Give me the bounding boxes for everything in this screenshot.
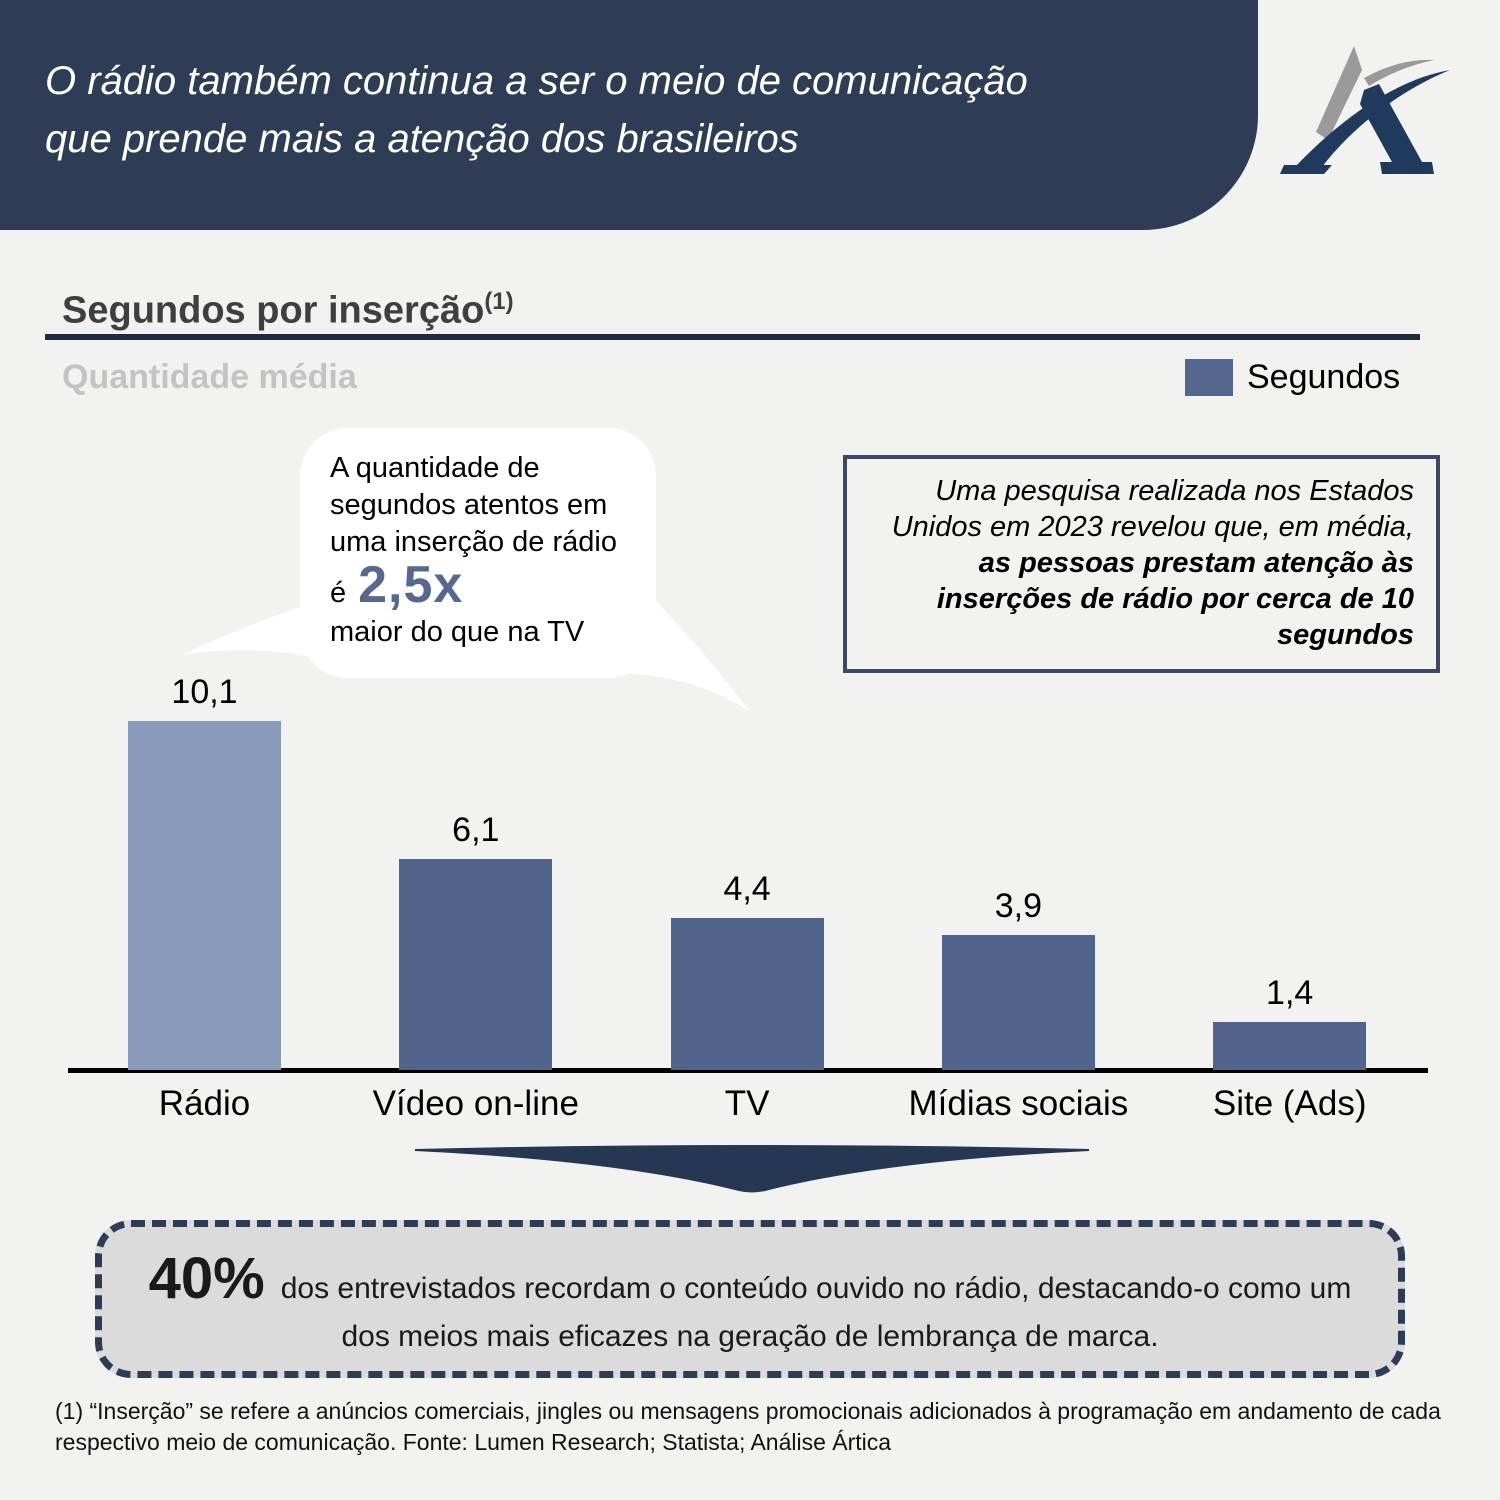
bar-category-label: Site (Ads) xyxy=(1212,1084,1367,1123)
stat-text-1: dos entrevistados recordam o conteúdo ou… xyxy=(280,1271,1352,1305)
title-underline xyxy=(45,334,1420,340)
bubble-multiplier-row: é 2,5x xyxy=(330,556,640,614)
bar-category-label: Vídeo on-line xyxy=(372,1084,579,1123)
bar-category-label: Rádio xyxy=(158,1084,251,1123)
chart-subtitle: Quantidade média xyxy=(62,358,357,396)
callout-bubble-shape xyxy=(182,428,750,712)
x-axis-line xyxy=(68,1068,1428,1073)
bar-value-label: 10,1 xyxy=(171,673,238,711)
bar-value-label: 4,4 xyxy=(723,870,771,908)
legend-label: Segundos xyxy=(1247,358,1401,396)
stat-text-2: dos meios mais eficazes na geração de le… xyxy=(341,1319,1159,1353)
callout-bubble: A quantidade de segundos atentos em uma … xyxy=(330,450,640,651)
bar-4 xyxy=(941,935,1095,1070)
artica-logo xyxy=(1280,46,1450,174)
logo-navy-foot xyxy=(1280,165,1332,174)
stat-line-1: 40% dos entrevistados recordam o conteúd… xyxy=(149,1245,1352,1312)
bubble-intro: A quantidade de segundos atentos em uma … xyxy=(330,452,617,558)
bubble-multiplier-prefix: é xyxy=(330,577,347,609)
logo-gray-swoosh xyxy=(1364,59,1434,86)
stat-highlight-box: 40% dos entrevistados recordam o conteúd… xyxy=(95,1220,1405,1378)
legend-swatch xyxy=(1185,359,1233,396)
info-text-regular: Uma pesquisa realizada nos Estados Unido… xyxy=(891,475,1414,543)
bubble-tail-left xyxy=(182,600,332,662)
bar-2 xyxy=(399,859,553,1070)
bar-category-label: TV xyxy=(724,1084,770,1123)
bar-value-label: 1,4 xyxy=(1266,974,1314,1012)
bar-value-label: 3,9 xyxy=(994,887,1043,925)
down-arrow-shape xyxy=(415,1145,1089,1193)
bar-category-label: Mídias sociais xyxy=(908,1084,1129,1123)
footnote: (1) “Inserção” se refere a anúncios come… xyxy=(55,1398,1441,1455)
bubble-multiplier-value: 2,5x xyxy=(358,556,464,614)
chart-title-text: Segundos por inserção xyxy=(62,289,485,332)
chart-title-footnote-ref: (1) xyxy=(484,288,514,315)
down-arrow xyxy=(415,1145,1089,1193)
bar-1 xyxy=(128,721,281,1070)
bar-value-label: 6,1 xyxy=(452,811,500,849)
bar-5 xyxy=(1213,1022,1367,1070)
info-text-bold: as pessoas prestam atenção às inserções … xyxy=(936,547,1414,651)
logo-gray-peak xyxy=(1316,46,1362,140)
bubble-outro: maior do que na TV xyxy=(330,616,585,648)
chart-legend: Segundos xyxy=(1185,358,1400,397)
logo-navy-leg xyxy=(1360,84,1434,174)
bar-3 xyxy=(670,918,824,1070)
bubble-body xyxy=(300,428,656,678)
logo-navy-swoosh xyxy=(1288,70,1450,174)
chart-title: Segundos por inserção(1) xyxy=(62,288,514,333)
research-info-box: Uma pesquisa realizada nos Estados Unido… xyxy=(843,455,1440,673)
bar-chart: 10,1 Rádio 6,1 Vídeo on-line 4,4 TV 3,9 Mídias … xyxy=(0,660,1500,1140)
header-banner: O rádio também continua a ser o meio de … xyxy=(0,0,1258,230)
stat-value: 40% xyxy=(148,1245,265,1311)
page-title: O rádio também continua a ser o meio de … xyxy=(45,59,1028,161)
